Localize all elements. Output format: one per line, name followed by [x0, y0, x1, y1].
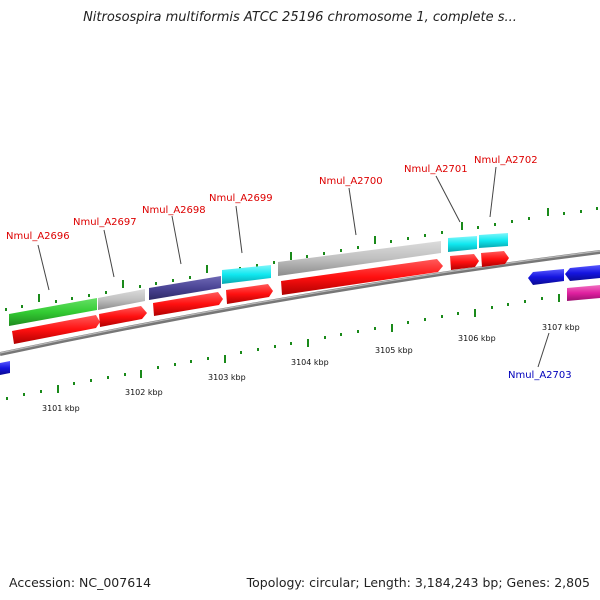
gene-arrow-Nmul_A2701[interactable] — [450, 254, 479, 270]
tick-label: 3107 kbp — [542, 323, 580, 332]
reverse-gene-track — [0, 265, 600, 375]
gene-label[interactable]: Nmul_A2696 — [6, 231, 70, 242]
feature-block-cyan[interactable] — [448, 236, 477, 252]
genome-summary-text: Topology: circular; Length: 3,184,243 bp… — [246, 575, 590, 590]
gene-arrow-Nmul_A2699[interactable] — [226, 284, 273, 304]
chromosome-backbone-highlight — [0, 250, 600, 354]
chromosome-backbone — [0, 250, 600, 356]
feature-block-cyan[interactable] — [479, 233, 508, 248]
gene-arrow-reverse[interactable] — [565, 265, 600, 281]
label-leader-lines — [37, 166, 550, 368]
feature-block-cyan[interactable] — [222, 265, 271, 284]
gene-arrow-Nmul_A2702[interactable] — [481, 251, 509, 267]
gene-label[interactable]: Nmul_A2699 — [209, 193, 273, 204]
tick-label: 3102 kbp — [125, 388, 163, 397]
feature-block-green[interactable] — [9, 298, 97, 326]
tick-label: 3106 kbp — [458, 334, 496, 343]
gene-label[interactable]: Nmul_A2697 — [73, 217, 137, 228]
feature-block-purple[interactable] — [149, 276, 221, 300]
tick-label: 3104 kbp — [291, 358, 329, 367]
tick-label: 3105 kbp — [375, 346, 413, 355]
gene-label[interactable]: Nmul_A2702 — [474, 155, 538, 166]
tick-label: 3101 kbp — [42, 404, 80, 413]
feature-track — [9, 233, 508, 326]
gene-arrow-Nmul_A2698[interactable] — [153, 292, 223, 316]
gene-arrow-Nmul_A2700[interactable] — [281, 259, 443, 295]
gene-label[interactable]: Nmul_A2701 — [404, 164, 468, 175]
tick-label: 3103 kbp — [208, 373, 246, 382]
gene-arrow-reverse[interactable] — [0, 361, 10, 375]
gene-arrow-Nmul_A2697[interactable] — [99, 306, 147, 327]
accession-text: Accession: NC_007614 — [9, 575, 152, 590]
gene-arrow-Nmul_A2703[interactable] — [528, 269, 564, 285]
gene-label[interactable]: Nmul_A2700 — [319, 176, 383, 187]
feature-block-gray[interactable] — [98, 289, 145, 310]
gene-label[interactable]: Nmul_A2698 — [142, 205, 206, 216]
outer-scale-ticks — [5, 207, 598, 311]
forward-gene-track — [12, 251, 509, 344]
feature-block-magenta[interactable] — [567, 285, 600, 301]
map-title: Nitrosospira multiformis ATCC 25196 chro… — [83, 10, 517, 25]
gene-arrow-Nmul_A2696[interactable] — [12, 315, 100, 344]
gene-label[interactable]: Nmul_A2703 — [508, 370, 572, 381]
feature-block-gray-long[interactable] — [278, 241, 441, 276]
